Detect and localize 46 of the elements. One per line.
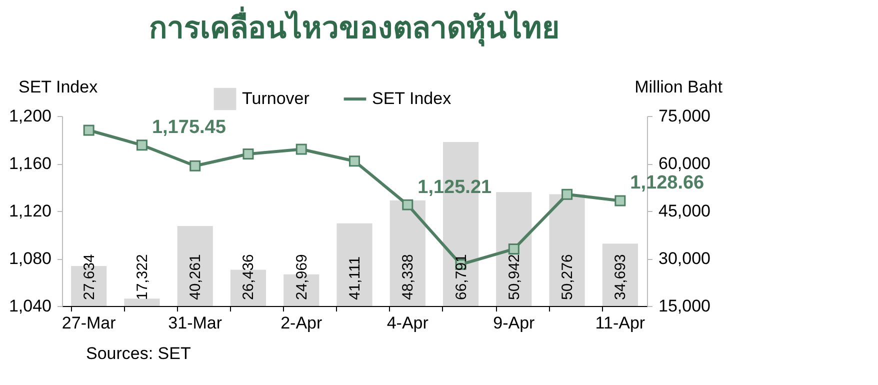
source-note: Sources: SET — [86, 344, 191, 364]
data-label: 27,634 — [80, 254, 98, 300]
x-tick-label: 27-Mar — [62, 314, 116, 332]
y-tick-label: 1,120 — [8, 202, 52, 220]
point — [242, 148, 254, 160]
point — [562, 188, 573, 200]
point — [190, 160, 201, 172]
point — [349, 156, 360, 167]
data-label: 24,969 — [293, 254, 310, 300]
x-tick-label: 31-Mar — [168, 314, 222, 332]
x-tick-label: 2-Apr — [280, 314, 322, 332]
data-label: 1,128.66 — [630, 172, 704, 194]
y2-tick-label: 30,000 — [658, 249, 710, 268]
data-label: 1,125.21 — [418, 176, 492, 198]
point — [83, 124, 94, 136]
data-label: 17,322 — [134, 254, 151, 300]
y2-axis-title: Million Baht — [634, 78, 723, 96]
chart-title: การเคลื่อนไหวของตลาดหุ้นไทย — [149, 6, 560, 47]
data-label: 50,942 — [506, 254, 523, 300]
data-label: 48,338 — [400, 254, 417, 300]
y-tick-label: 1,200 — [8, 106, 52, 126]
legend-label: SET Index — [372, 89, 452, 108]
y-tick-label: 1,080 — [8, 249, 52, 268]
y-tick-label: 1,040 — [8, 296, 52, 316]
data-label: 41,111 — [346, 256, 364, 300]
data-label: 66,791 — [452, 254, 470, 300]
x-tick-label: 9-Apr — [493, 314, 536, 332]
point — [614, 195, 626, 206]
point — [296, 144, 307, 155]
legend-label: Turnover — [242, 89, 310, 108]
x-tick-label: 4-Apr — [386, 314, 429, 332]
data-label: 26,436 — [240, 254, 258, 300]
y-tick-label: 1,160 — [8, 154, 52, 173]
x-tick-label: 11-Apr — [595, 314, 646, 332]
y2-tick-label: 15,000 — [658, 296, 710, 316]
y2-tick-label: 45,000 — [658, 202, 710, 220]
data-label: 40,261 — [187, 254, 204, 300]
point — [136, 140, 148, 151]
point — [508, 244, 520, 254]
y2-tick-label: 60,000 — [658, 154, 710, 173]
data-label: 50,276 — [559, 254, 576, 300]
y2-tick-label: 75,000 — [658, 106, 710, 126]
point — [402, 199, 414, 210]
data-label: 1,175.45 — [152, 117, 226, 138]
data-label: 34,693 — [612, 254, 630, 300]
y-axis-title: SET Index — [18, 78, 98, 96]
